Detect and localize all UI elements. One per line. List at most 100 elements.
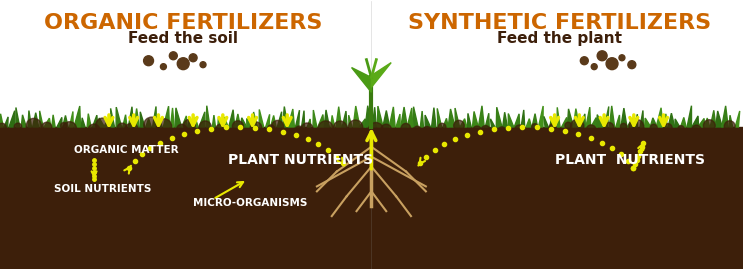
- Polygon shape: [687, 106, 692, 127]
- Polygon shape: [650, 118, 657, 127]
- Polygon shape: [308, 119, 310, 127]
- Polygon shape: [597, 115, 604, 127]
- Circle shape: [296, 126, 303, 133]
- Bar: [0, 1, 742, 127]
- Polygon shape: [352, 68, 371, 92]
- Circle shape: [628, 61, 636, 69]
- Circle shape: [514, 125, 524, 134]
- Bar: [0, 127, 742, 269]
- Text: ORGANIC FERTILIZERS: ORGANIC FERTILIZERS: [44, 13, 322, 33]
- Polygon shape: [146, 119, 152, 127]
- Polygon shape: [104, 119, 110, 127]
- Polygon shape: [21, 115, 26, 127]
- Circle shape: [200, 121, 211, 133]
- Polygon shape: [722, 106, 728, 127]
- Polygon shape: [467, 113, 471, 127]
- Polygon shape: [365, 106, 371, 127]
- Polygon shape: [407, 108, 413, 127]
- Circle shape: [42, 122, 52, 132]
- Polygon shape: [110, 108, 115, 127]
- Circle shape: [318, 121, 333, 136]
- Circle shape: [565, 122, 572, 129]
- Circle shape: [189, 54, 197, 62]
- Text: SOIL NUTRIENTS: SOIL NUTRIENTS: [55, 184, 152, 194]
- Polygon shape: [521, 110, 525, 127]
- Polygon shape: [52, 115, 56, 127]
- Polygon shape: [342, 111, 347, 127]
- Polygon shape: [544, 116, 548, 127]
- Polygon shape: [472, 112, 478, 127]
- Polygon shape: [70, 112, 74, 127]
- Text: PLANT  NUTRIENTS: PLANT NUTRIENTS: [554, 153, 704, 167]
- Circle shape: [184, 119, 196, 131]
- Circle shape: [724, 121, 735, 132]
- Polygon shape: [200, 112, 205, 127]
- Polygon shape: [74, 106, 80, 127]
- Circle shape: [401, 123, 410, 133]
- Polygon shape: [175, 108, 181, 127]
- Polygon shape: [324, 110, 329, 127]
- Polygon shape: [266, 114, 270, 127]
- Polygon shape: [735, 111, 740, 127]
- Polygon shape: [158, 116, 162, 127]
- Polygon shape: [247, 119, 252, 127]
- Polygon shape: [349, 115, 352, 127]
- Polygon shape: [372, 107, 376, 127]
- Circle shape: [302, 123, 313, 135]
- Polygon shape: [288, 109, 295, 127]
- Polygon shape: [62, 116, 68, 127]
- Polygon shape: [640, 110, 644, 127]
- Polygon shape: [212, 115, 215, 127]
- Polygon shape: [336, 107, 341, 127]
- Polygon shape: [664, 114, 668, 127]
- Polygon shape: [591, 118, 598, 127]
- Circle shape: [692, 125, 701, 134]
- Circle shape: [251, 122, 262, 133]
- Circle shape: [438, 123, 446, 131]
- Circle shape: [62, 122, 76, 136]
- Polygon shape: [496, 107, 502, 127]
- Circle shape: [606, 58, 618, 70]
- Polygon shape: [353, 106, 360, 127]
- Polygon shape: [98, 118, 104, 127]
- Polygon shape: [331, 115, 334, 127]
- Polygon shape: [359, 119, 366, 127]
- Circle shape: [604, 123, 613, 132]
- Polygon shape: [254, 112, 257, 127]
- Polygon shape: [92, 115, 98, 127]
- Polygon shape: [550, 118, 556, 127]
- Text: ORGANIC MATTER: ORGANIC MATTER: [74, 145, 179, 155]
- Polygon shape: [44, 118, 51, 127]
- Polygon shape: [377, 106, 383, 127]
- Polygon shape: [217, 118, 222, 127]
- Polygon shape: [437, 108, 442, 127]
- Polygon shape: [271, 116, 276, 127]
- Circle shape: [177, 58, 189, 70]
- Polygon shape: [616, 115, 620, 127]
- Polygon shape: [692, 116, 698, 127]
- Polygon shape: [485, 113, 489, 127]
- Polygon shape: [448, 109, 455, 127]
- Text: MICRO-ORGANISMS: MICRO-ORGANISMS: [193, 198, 308, 208]
- Circle shape: [170, 52, 177, 60]
- Polygon shape: [704, 118, 710, 127]
- Circle shape: [144, 117, 160, 133]
- Circle shape: [176, 124, 187, 135]
- Circle shape: [348, 120, 363, 134]
- Text: Feed the soil: Feed the soil: [128, 31, 238, 46]
- Polygon shape: [729, 115, 733, 127]
- Circle shape: [88, 124, 100, 136]
- Polygon shape: [425, 115, 430, 127]
- Circle shape: [620, 123, 627, 130]
- Circle shape: [215, 124, 228, 137]
- Circle shape: [268, 125, 274, 132]
- Polygon shape: [675, 119, 680, 127]
- Polygon shape: [604, 106, 609, 127]
- Polygon shape: [538, 106, 543, 127]
- Circle shape: [591, 64, 597, 70]
- Polygon shape: [116, 107, 122, 127]
- Polygon shape: [224, 117, 228, 127]
- Polygon shape: [526, 119, 532, 127]
- Polygon shape: [32, 113, 39, 127]
- Polygon shape: [400, 107, 407, 127]
